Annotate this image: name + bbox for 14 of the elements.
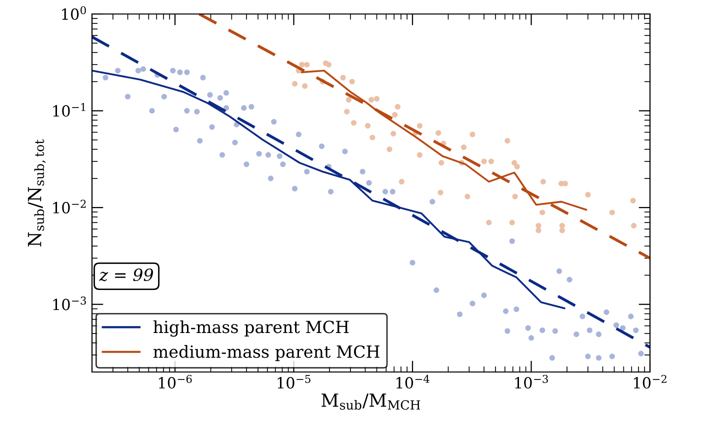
x-tick-label: 10$^{−2}$ (634, 374, 666, 389)
y-axis-title: N$_{sub}$/N$_{sub,tot}$ (28, 139, 46, 246)
legend-label: medium-mass parent MCH (153, 345, 380, 362)
x-tick-label: 10$^{−6}$ (158, 374, 192, 389)
x-axis-title: M$_{sub}$/M$_{MCH}$ (322, 394, 420, 410)
x-tick-label: 10$^{−3}$ (515, 374, 548, 389)
y-tick-label: 10$^{−2}$ (53, 200, 86, 214)
annotation: z = 99 (99, 268, 153, 282)
x-tick-label: 10$^{−5}$ (278, 375, 310, 389)
y-tick-label: 10$^{−1}$ (53, 102, 86, 117)
legend-label: high-mass parent MCH (153, 320, 349, 337)
x-tick-label: 10$^{−4}$ (396, 374, 430, 389)
y-tick-label: 10$^{−3}$ (53, 296, 86, 310)
y-tick-label: 10$^{0}$ (62, 6, 86, 20)
